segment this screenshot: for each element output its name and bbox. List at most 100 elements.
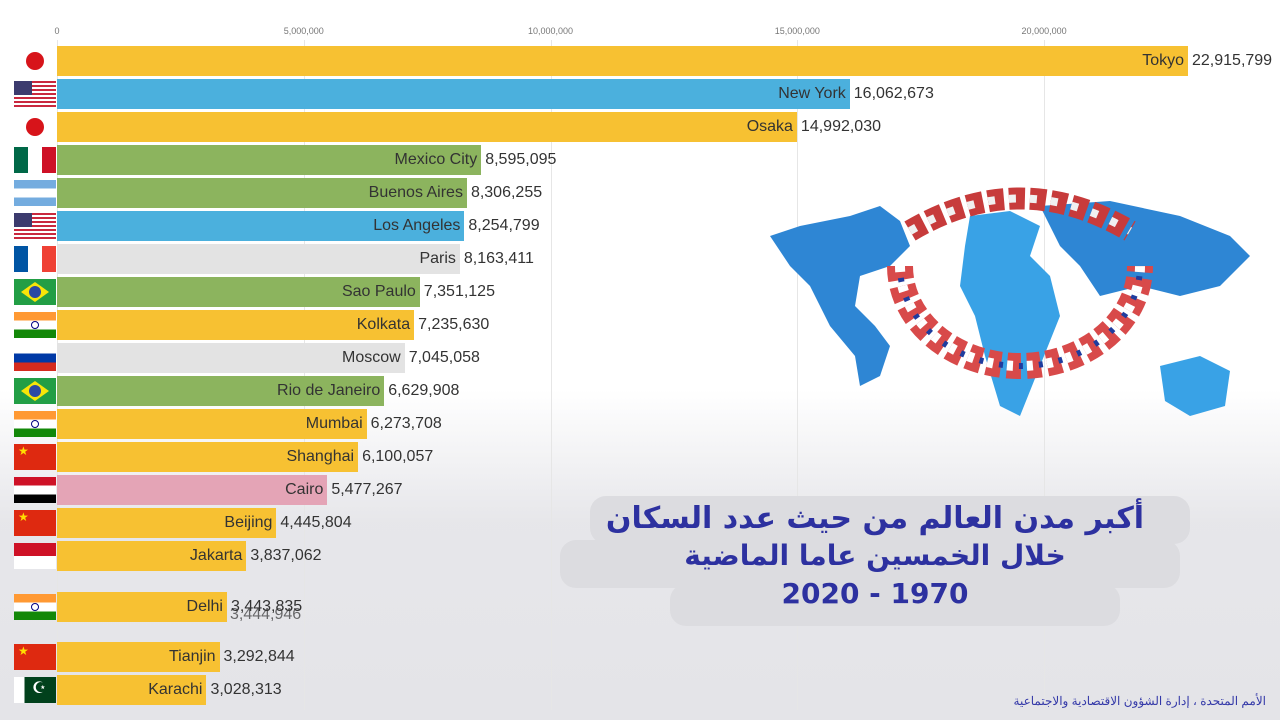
title-line-1: أكبر مدن العالم من حيث عدد السكان [605, 501, 1145, 536]
bar [57, 112, 797, 142]
bar-value: 3,837,062 [250, 547, 322, 564]
bar-value: 6,273,708 [370, 415, 442, 432]
bar-value: 8,595,095 [485, 151, 557, 168]
bar-label: Paris [419, 250, 456, 267]
bar-value: 5,477,267 [331, 481, 403, 498]
x-tick-label: 0 [54, 26, 60, 36]
gridline [57, 40, 58, 710]
bar-value: 8,163,411 [463, 250, 534, 267]
source-note: الأمم المتحدة ، إدارة الشؤون الاقتصادية … [1013, 694, 1266, 708]
bar-value: 22,915,799 [1192, 52, 1273, 69]
title-line-2: خلال الخمسين عاما الماضية [684, 539, 1066, 572]
bar-label: Beijing [224, 514, 273, 531]
japan-flag-icon [14, 114, 56, 140]
bar [57, 145, 482, 175]
gridline [550, 40, 552, 710]
china-flag-icon [14, 510, 56, 536]
bar-label: Karachi [148, 681, 203, 698]
gridline [1044, 40, 1046, 710]
bar-value: 3,028,313 [210, 681, 282, 698]
bar-label: Los Angeles [373, 217, 461, 234]
bar-label: Cairo [285, 481, 324, 498]
india-flag-icon [14, 411, 56, 437]
bar-value: 4,445,804 [280, 514, 352, 531]
bar-label: Moscow [342, 349, 401, 366]
bar-value: 3,292,844 [223, 648, 295, 665]
india-flag-icon [14, 594, 56, 620]
bar-label: New York [778, 85, 846, 102]
x-tick-label: 10,000,000 [528, 26, 574, 36]
bar-label: Delhi [186, 598, 223, 615]
flag-ring-blue [897, 265, 1143, 369]
bar-value: 6,100,057 [362, 448, 434, 465]
bar-label: Mumbai [305, 415, 363, 432]
mexico-flag-icon [14, 147, 56, 173]
bar-value: 8,306,255 [470, 184, 543, 201]
gridline [797, 40, 799, 710]
bar [57, 79, 850, 109]
bar-value: 7,235,630 [418, 316, 490, 333]
bar [57, 592, 227, 622]
bar-label: Jakarta [189, 547, 243, 564]
bar [57, 409, 367, 439]
bar [57, 442, 359, 472]
brazil-flag-icon [14, 378, 56, 404]
bar-label: Tokyo [1142, 52, 1184, 69]
bar-value: 8,254,799 [468, 217, 540, 234]
bar-value: 16,062,673 [853, 85, 934, 102]
bar-label: Sao Paulo [341, 283, 416, 300]
bar [57, 508, 277, 538]
flag-arc-top [904, 187, 1136, 241]
bar [57, 675, 207, 705]
australia-landmass [1160, 356, 1230, 416]
bar [57, 46, 1188, 76]
bar-value: 14,992,030 [800, 118, 881, 135]
bar-label: Shanghai [286, 448, 355, 465]
china-flag-icon [14, 644, 56, 670]
europe-africa-landmass [960, 211, 1060, 416]
bar [57, 178, 467, 208]
bar [57, 244, 460, 274]
indonesia-flag-icon [14, 543, 56, 569]
bar-value: 3,443,835 [230, 598, 303, 615]
gridline [303, 40, 305, 710]
overlapping-bar-value: 3,444,946 [229, 606, 302, 623]
bar [57, 642, 220, 672]
america-landmass [770, 206, 910, 386]
france-flag-icon [14, 246, 56, 272]
egypt-flag-icon [14, 477, 56, 503]
japan-flag-icon [14, 48, 56, 74]
title-line-3: 2020 - 1970 [781, 577, 969, 610]
bar-label: Rio de Janeiro [277, 382, 381, 399]
x-tick-label: 5,000,000 [283, 26, 324, 36]
bar-label: Tianjin [168, 648, 216, 665]
bar [57, 475, 328, 505]
bar-label: Kolkata [356, 316, 411, 333]
bar [57, 277, 420, 307]
bar-value: 7,351,125 [423, 283, 495, 300]
bar [57, 376, 385, 406]
pakistan-flag-icon [14, 677, 56, 703]
bar-label: Osaka [746, 118, 793, 135]
world-map-with-flags-icon [770, 187, 1250, 416]
china-flag-icon [14, 444, 56, 470]
chart-title: أكبر مدن العالم من حيث عدد السكان خلال ا… [560, 500, 1190, 614]
usa-flag-icon [14, 213, 56, 239]
india-flag-icon [14, 312, 56, 338]
bar-label: Buenos Aires [368, 184, 463, 201]
bar [57, 541, 247, 571]
bar [57, 211, 465, 241]
bar [57, 343, 405, 373]
bar [57, 310, 415, 340]
asia-landmass [1040, 201, 1250, 296]
brazil-flag-icon [14, 279, 56, 305]
argentina-flag-icon [14, 180, 56, 206]
russia-flag-icon [14, 345, 56, 371]
x-tick-label: 20,000,000 [1021, 26, 1067, 36]
bar-value: 6,629,908 [388, 382, 460, 399]
title-backdrop [560, 496, 1190, 626]
usa-flag-icon [14, 81, 56, 107]
bar-label: Mexico City [394, 151, 478, 168]
bar-value: 7,045,058 [408, 349, 480, 366]
